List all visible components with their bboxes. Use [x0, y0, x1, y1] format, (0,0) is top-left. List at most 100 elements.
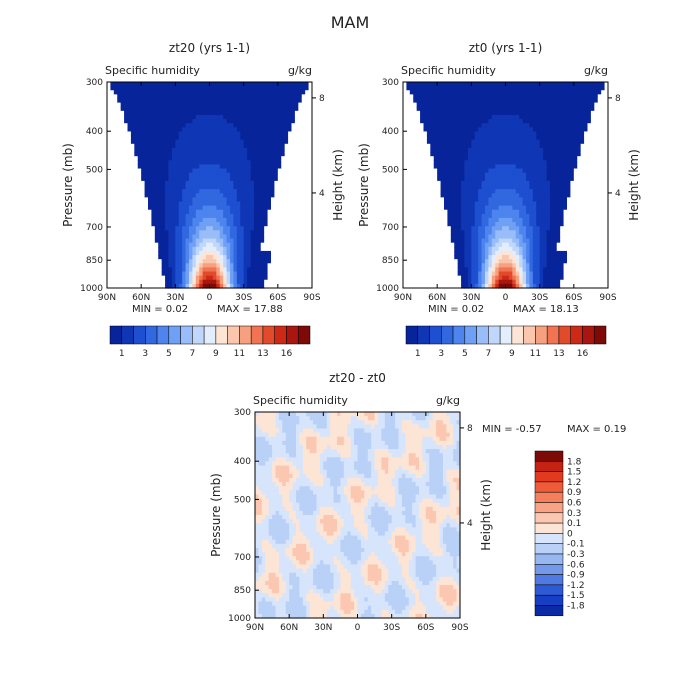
- heatmap-cell: [519, 114, 524, 120]
- heatmap-cell: [281, 238, 286, 244]
- heatmap-cell: [182, 209, 187, 215]
- heatmap-cell: [120, 164, 125, 170]
- heatmap-cell: [151, 131, 156, 137]
- heatmap-cell: [474, 152, 479, 157]
- heatmap-cell: [216, 205, 221, 211]
- heatmap-cell: [212, 189, 217, 194]
- heatmap-cell: [175, 189, 180, 194]
- heatmap-cell: [277, 123, 282, 128]
- heatmap-cell: [467, 172, 472, 178]
- heatmap-cell: [301, 238, 306, 244]
- heatmap-cell: [216, 147, 221, 153]
- heatmap-cell: [532, 172, 537, 178]
- heatmap-cell: [113, 255, 118, 260]
- heatmap-cell: [175, 259, 180, 264]
- heatmap-cell: [257, 94, 262, 100]
- heatmap-cell: [454, 127, 459, 133]
- heatmap-cell: [474, 176, 479, 182]
- heatmap-cell: [151, 106, 156, 112]
- heatmap-cell: [288, 217, 293, 223]
- heatmap-cell: [406, 263, 411, 268]
- heatmap-cell: [130, 172, 135, 178]
- heatmap-cell: [134, 86, 139, 91]
- heatmap-cell: [117, 213, 122, 219]
- heatmap-cell: [416, 127, 421, 133]
- heatmap-cell: [488, 114, 493, 120]
- heatmap-cell: [209, 193, 214, 198]
- heatmap-cell: [233, 160, 238, 165]
- heatmap-cell: [260, 213, 265, 219]
- heatmap-cell: [426, 209, 431, 215]
- heatmap-cell: [478, 213, 483, 219]
- heatmap-cell: [175, 230, 180, 236]
- heatmap-cell: [271, 176, 276, 182]
- heatmap-cell: [171, 279, 176, 285]
- heatmap-cell: [505, 217, 510, 223]
- heatmap-cell: [478, 176, 483, 182]
- heatmap-cell: [236, 147, 241, 153]
- heatmap-cell: [481, 267, 486, 273]
- heatmap-cell: [471, 123, 476, 128]
- heatmap-cell: [413, 230, 418, 236]
- heatmap-cell: [515, 230, 520, 236]
- heatmap-cell: [264, 114, 269, 120]
- heatmap-cell: [440, 234, 445, 240]
- heatmap-cell: [288, 205, 293, 211]
- heatmap-cell: [495, 283, 500, 289]
- heatmap-cell: [257, 176, 262, 182]
- heatmap-cell: [233, 197, 238, 203]
- heatmap-cell: [305, 82, 310, 87]
- heatmap-cell: [505, 123, 510, 128]
- heatmap-cell: [403, 110, 408, 116]
- heatmap-cell: [192, 255, 197, 260]
- heatmap-cell: [505, 238, 510, 244]
- heatmap-cell: [308, 110, 313, 116]
- heatmap-cell: [154, 114, 159, 120]
- heatmap-cell: [226, 90, 231, 95]
- heatmap-cell: [226, 201, 231, 207]
- heatmap-cell: [240, 86, 245, 91]
- heatmap-cell: [294, 164, 299, 170]
- heatmap-cell: [288, 102, 293, 108]
- heatmap-cell: [134, 271, 139, 277]
- heatmap-cell: [406, 82, 411, 87]
- heatmap-cell: [450, 250, 455, 256]
- heatmap-cell: [124, 180, 129, 186]
- heatmap-cell: [219, 189, 224, 194]
- heatmap-cell: [457, 250, 462, 256]
- heatmap-cell: [271, 139, 276, 145]
- heatmap-cell: [426, 90, 431, 95]
- heatmap-cell: [148, 201, 153, 207]
- heatmap-cell: [158, 102, 163, 108]
- heatmap-cell: [216, 98, 221, 104]
- heatmap-cell: [485, 180, 490, 186]
- heatmap-cell: [291, 143, 296, 149]
- heatmap-cell: [199, 246, 204, 252]
- heatmap-cell: [260, 283, 265, 289]
- heatmap-cell: [137, 246, 142, 252]
- heatmap-cell: [158, 131, 163, 137]
- heatmap-cell: [281, 263, 286, 268]
- heatmap-cell: [110, 283, 115, 289]
- heatmap-cell: [134, 267, 139, 273]
- heatmap-cell: [481, 131, 486, 137]
- heatmap-cell: [529, 222, 534, 227]
- heatmap-cell: [512, 226, 517, 231]
- heatmap-cell: [495, 197, 500, 203]
- heatmap-cell: [267, 230, 272, 236]
- heatmap-cell: [151, 164, 156, 170]
- heatmap-cell: [182, 156, 187, 161]
- heatmap-cell: [522, 164, 527, 170]
- heatmap-cell: [508, 197, 513, 203]
- heatmap-cell: [250, 279, 255, 285]
- heatmap-cell: [508, 279, 513, 285]
- heatmap-cell: [137, 279, 142, 285]
- heatmap-cell: [260, 106, 265, 112]
- heatmap-cell: [113, 127, 118, 133]
- heatmap-cell: [107, 143, 112, 149]
- heatmap-cell: [495, 164, 500, 170]
- heatmap-cell: [305, 168, 310, 174]
- heatmap-cell: [202, 201, 207, 207]
- heatmap-cell: [230, 180, 235, 186]
- heatmap-cell: [165, 86, 170, 91]
